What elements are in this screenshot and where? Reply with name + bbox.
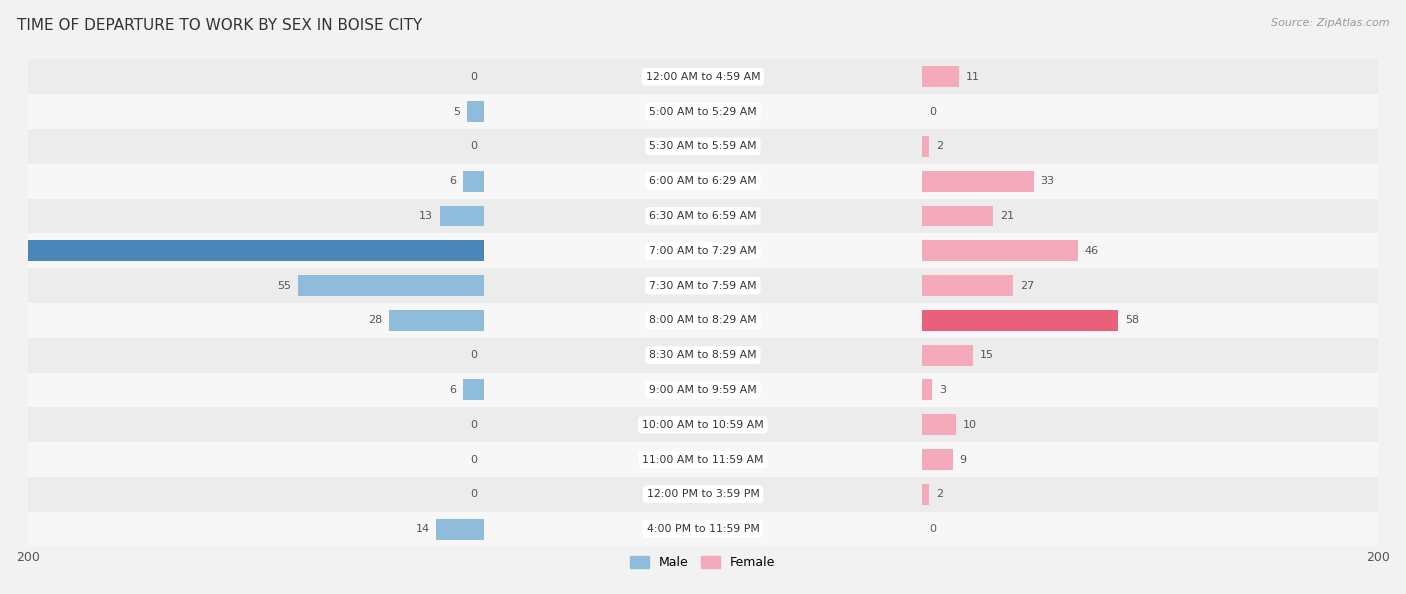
Text: 10:00 AM to 10:59 AM: 10:00 AM to 10:59 AM xyxy=(643,420,763,429)
Bar xyxy=(28,477,1378,511)
Text: 6: 6 xyxy=(450,385,457,395)
Text: 2: 2 xyxy=(936,141,943,151)
Text: 3: 3 xyxy=(939,385,946,395)
Bar xyxy=(922,380,932,400)
Text: 12:00 PM to 3:59 PM: 12:00 PM to 3:59 PM xyxy=(647,489,759,500)
Bar xyxy=(0,241,484,261)
Text: 11:00 AM to 11:59 AM: 11:00 AM to 11:59 AM xyxy=(643,454,763,465)
Bar xyxy=(922,206,993,226)
Text: 21: 21 xyxy=(1000,211,1014,221)
Bar xyxy=(922,414,956,435)
Text: 6:30 AM to 6:59 AM: 6:30 AM to 6:59 AM xyxy=(650,211,756,221)
Text: 0: 0 xyxy=(470,420,477,429)
Text: 8:00 AM to 8:29 AM: 8:00 AM to 8:29 AM xyxy=(650,315,756,326)
Text: 7:00 AM to 7:29 AM: 7:00 AM to 7:29 AM xyxy=(650,246,756,256)
Bar xyxy=(28,338,1378,372)
Bar xyxy=(28,233,1378,268)
Text: 0: 0 xyxy=(470,141,477,151)
Bar xyxy=(922,449,953,470)
Text: 12:00 AM to 4:59 AM: 12:00 AM to 4:59 AM xyxy=(645,72,761,82)
Text: 0: 0 xyxy=(470,350,477,360)
Bar xyxy=(28,407,1378,442)
Text: 13: 13 xyxy=(419,211,433,221)
Legend: Male, Female: Male, Female xyxy=(626,551,780,574)
Text: 58: 58 xyxy=(1125,315,1139,326)
Text: 5: 5 xyxy=(453,106,460,116)
Text: 5:00 AM to 5:29 AM: 5:00 AM to 5:29 AM xyxy=(650,106,756,116)
Bar xyxy=(28,59,1378,94)
Bar xyxy=(298,275,484,296)
Text: 55: 55 xyxy=(277,280,291,290)
Text: 10: 10 xyxy=(963,420,977,429)
Bar xyxy=(28,94,1378,129)
Text: 8:30 AM to 8:59 AM: 8:30 AM to 8:59 AM xyxy=(650,350,756,360)
Bar xyxy=(922,136,929,157)
Text: 0: 0 xyxy=(929,524,936,534)
Bar xyxy=(922,241,1077,261)
Bar xyxy=(464,170,484,192)
Text: 0: 0 xyxy=(929,106,936,116)
Text: 6:00 AM to 6:29 AM: 6:00 AM to 6:29 AM xyxy=(650,176,756,186)
Bar xyxy=(28,442,1378,477)
Text: 2: 2 xyxy=(936,489,943,500)
Text: 33: 33 xyxy=(1040,176,1054,186)
Bar xyxy=(922,67,959,87)
Bar xyxy=(28,303,1378,338)
Text: Source: ZipAtlas.com: Source: ZipAtlas.com xyxy=(1271,18,1389,28)
Bar xyxy=(28,268,1378,303)
Text: 9:00 AM to 9:59 AM: 9:00 AM to 9:59 AM xyxy=(650,385,756,395)
Bar xyxy=(464,380,484,400)
Text: 15: 15 xyxy=(980,350,994,360)
Text: 27: 27 xyxy=(1021,280,1035,290)
Text: 0: 0 xyxy=(470,489,477,500)
Text: 46: 46 xyxy=(1084,246,1098,256)
Text: 4:00 PM to 11:59 PM: 4:00 PM to 11:59 PM xyxy=(647,524,759,534)
Bar xyxy=(922,484,929,505)
Bar xyxy=(922,345,973,365)
Text: 0: 0 xyxy=(470,72,477,82)
Bar xyxy=(28,198,1378,233)
Text: 11: 11 xyxy=(966,72,980,82)
Text: 5:30 AM to 5:59 AM: 5:30 AM to 5:59 AM xyxy=(650,141,756,151)
Text: 14: 14 xyxy=(416,524,430,534)
Text: 7:30 AM to 7:59 AM: 7:30 AM to 7:59 AM xyxy=(650,280,756,290)
Bar xyxy=(389,310,484,331)
Bar xyxy=(436,519,484,539)
Text: 28: 28 xyxy=(368,315,382,326)
Text: TIME OF DEPARTURE TO WORK BY SEX IN BOISE CITY: TIME OF DEPARTURE TO WORK BY SEX IN BOIS… xyxy=(17,18,422,33)
Text: 9: 9 xyxy=(959,454,966,465)
Bar xyxy=(28,129,1378,164)
Text: 6: 6 xyxy=(450,176,457,186)
Bar xyxy=(922,275,1014,296)
Bar xyxy=(922,310,1118,331)
Bar xyxy=(28,164,1378,198)
Bar xyxy=(440,206,484,226)
Text: 0: 0 xyxy=(470,454,477,465)
Bar xyxy=(28,511,1378,546)
Bar xyxy=(467,101,484,122)
Bar xyxy=(28,372,1378,407)
Bar xyxy=(922,170,1033,192)
